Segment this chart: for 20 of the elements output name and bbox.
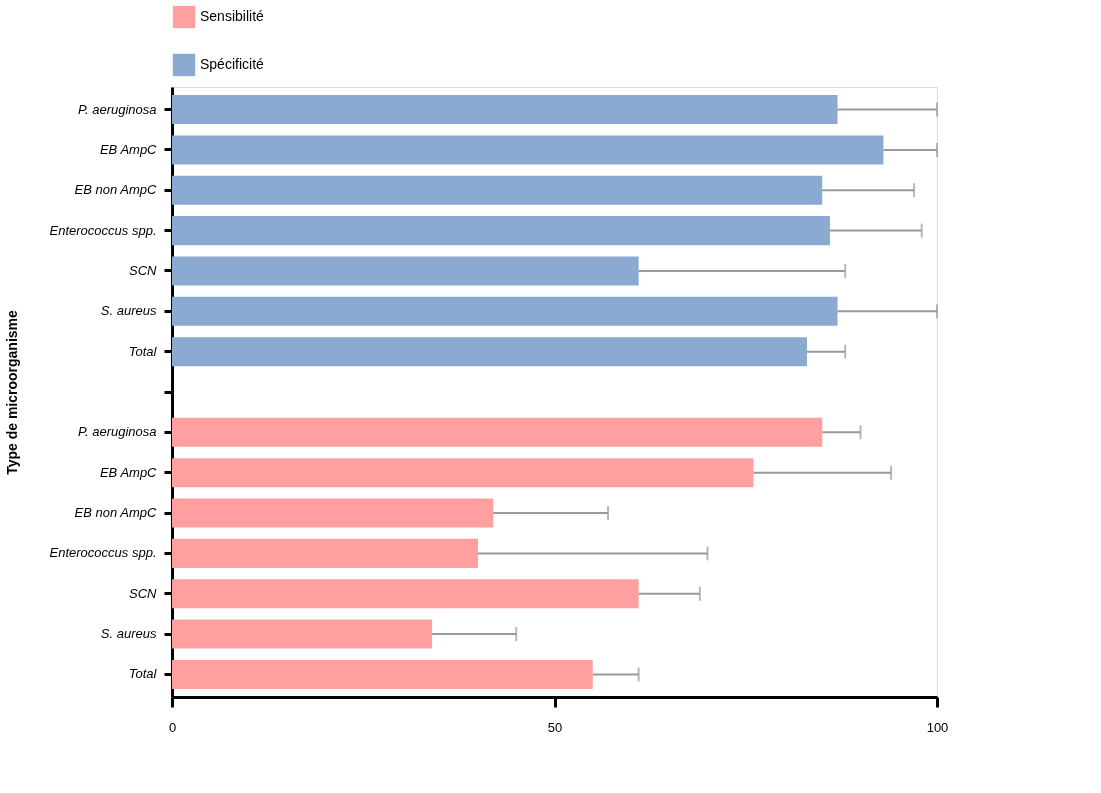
y-tick-label: Total bbox=[128, 343, 158, 359]
y-tick-label: SCN bbox=[129, 262, 158, 278]
y-tick-label: EB non AmpC bbox=[74, 182, 158, 198]
legend-label: Sensibilité bbox=[200, 8, 265, 24]
y-tick-label: SCN bbox=[129, 585, 158, 601]
y-tick-label: S. aureus bbox=[100, 626, 157, 642]
x-tick-label: 0 bbox=[168, 719, 177, 735]
y-tick-label: EB AmpC bbox=[99, 464, 158, 480]
y-tick-label: Enterococcus spp. bbox=[49, 222, 157, 238]
legend-label: Spécificité bbox=[200, 56, 265, 72]
y-axis-title: Type de microorganisme bbox=[3, 309, 20, 475]
y-tick-label: EB non AmpC bbox=[74, 505, 158, 521]
y-tick-label: Enterococcus spp. bbox=[49, 545, 157, 561]
y-tick-label: EB AmpC bbox=[99, 141, 158, 157]
x-tick-label: 100 bbox=[926, 719, 949, 735]
y-tick-label: S. aureus bbox=[100, 303, 157, 319]
x-tick-label: 50 bbox=[547, 719, 563, 735]
y-tick-label: P. aeruginosa bbox=[77, 101, 157, 117]
y-tick-label: Total bbox=[128, 666, 158, 682]
y-tick-label: P. aeruginosa bbox=[77, 424, 157, 440]
